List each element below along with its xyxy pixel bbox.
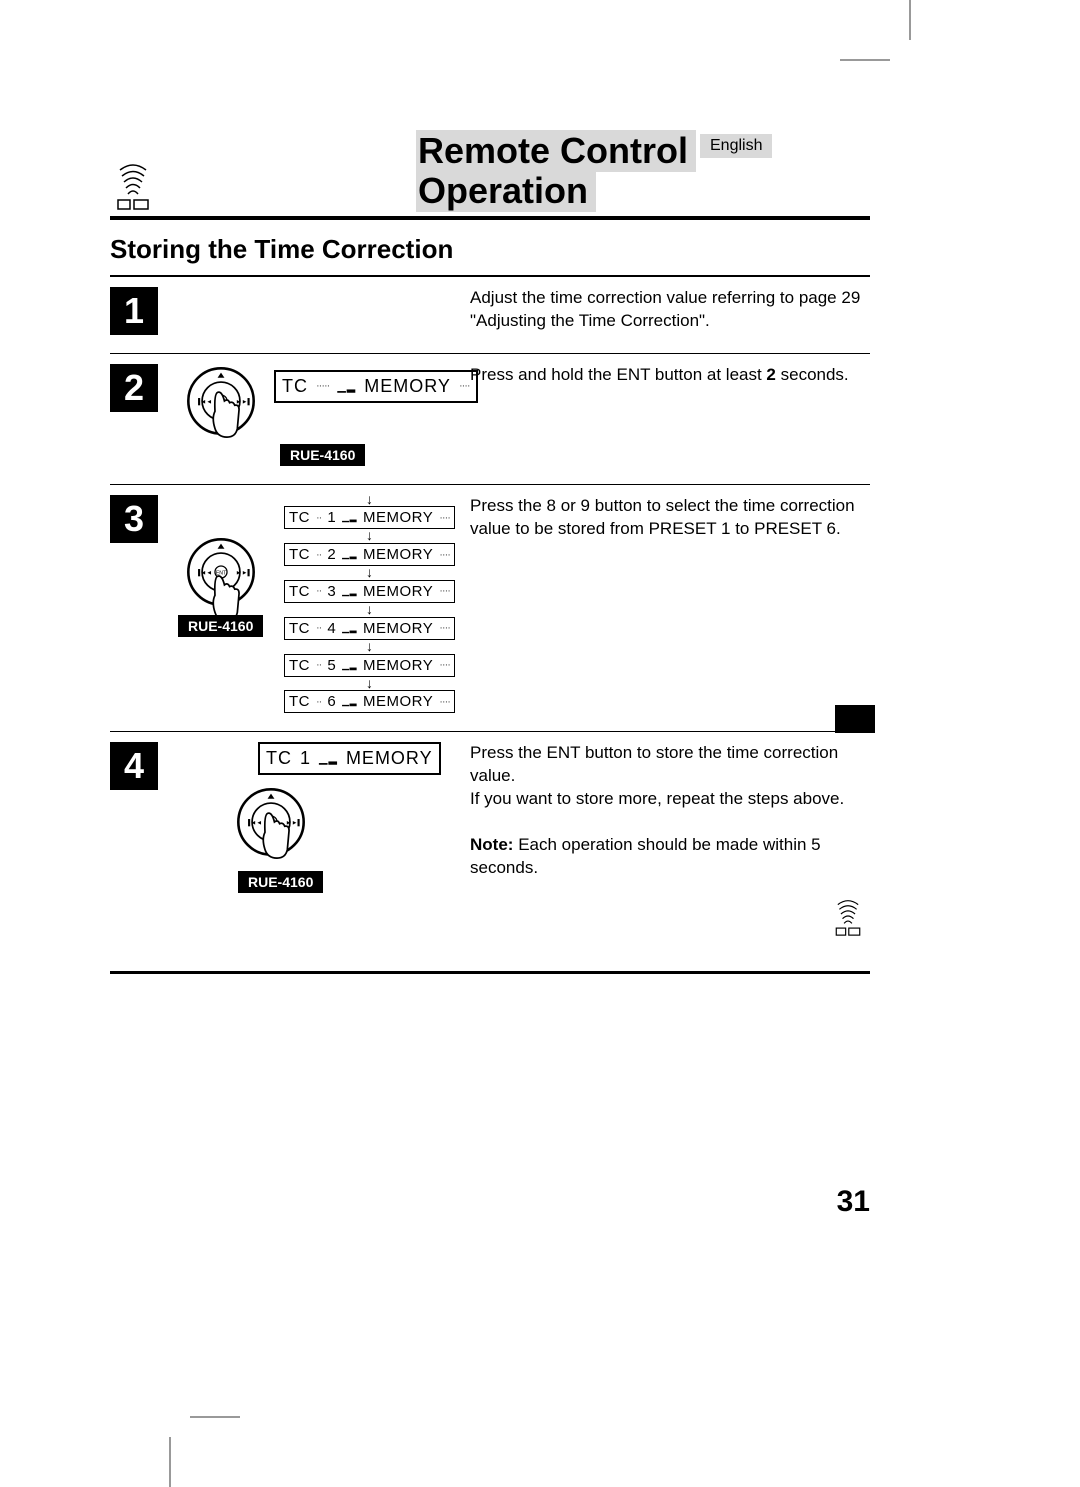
lcd-preset-item: TC··5▁▂MEMORY···· — [284, 654, 455, 677]
crop-mark-bottom — [140, 1387, 200, 1447]
remote-waves-icon — [110, 152, 156, 212]
svg-text:►►▌: ►►▌ — [286, 819, 302, 827]
page-header: Remote Control Operation English — [110, 130, 870, 220]
remote-down-icon: ENT ▐◄◄ ►►▌ RUE-4160 — [178, 495, 264, 637]
lcd-left: TC — [282, 376, 308, 397]
remote-ent-icon: ENT ▐◄◄ ►►▌ — [228, 785, 458, 871]
down-arrow-icon: ↓ — [366, 679, 373, 689]
down-arrow-icon: ↓ — [366, 495, 373, 505]
remote-ent-icon: ENT ▐◄◄ ►►▌ — [178, 364, 264, 450]
down-arrow-icon: ↓ — [366, 568, 373, 578]
lcd-right: MEMORY — [364, 376, 451, 397]
lcd-preset-item: TC··6▁▂MEMORY···· — [284, 690, 455, 713]
step-2: 2 ENT ▐◄◄ ►►▌ — [110, 354, 870, 484]
svg-text:▐◄◄: ▐◄◄ — [196, 397, 212, 405]
step-1-desc: Adjust the time correction value referri… — [470, 287, 870, 333]
page-number: 31 — [837, 1185, 870, 1219]
lcd-display: TC 1 ▁▂ MEMORY — [258, 742, 441, 775]
page-content: Remote Control Operation English Storing… — [110, 130, 870, 974]
model-tag: RUE-4160 — [178, 615, 263, 637]
down-arrow-icon: ↓ — [366, 605, 373, 615]
crop-mark-top — [880, 30, 940, 90]
lcd-preset-item: TC··4▁▂MEMORY···· — [284, 617, 455, 640]
lcd-preset-item: TC··3▁▂MEMORY···· — [284, 580, 455, 603]
svg-text:►►▌: ►►▌ — [236, 397, 252, 405]
lcd-preset-list: ↓TC··1▁▂MEMORY····↓TC··2▁▂MEMORY····↓TC·… — [284, 495, 455, 714]
page-title-line1: Remote Control — [416, 130, 696, 172]
remote-waves-icon-side — [830, 890, 870, 938]
step-4-desc: Press the ENT button to store the time c… — [470, 742, 870, 880]
step-3: 3 ENT ▐◄◄ ►►▌ RUE-41 — [110, 485, 870, 732]
model-tag: RUE-4160 — [238, 871, 323, 893]
lcd-preset-item: TC··1▁▂MEMORY···· — [284, 506, 455, 529]
svg-text:▐◄◄: ▐◄◄ — [246, 819, 262, 827]
svg-text:▐◄◄: ▐◄◄ — [196, 568, 212, 576]
language-badge: English — [700, 134, 772, 158]
footer-divider — [110, 971, 870, 974]
section-subtitle: Storing the Time Correction — [110, 234, 870, 265]
down-arrow-icon: ↓ — [366, 531, 373, 541]
model-tag: RUE-4160 — [280, 444, 365, 466]
step-4: 4 TC 1 ▁▂ MEMORY ENT ▐◄◄ — [110, 732, 870, 911]
step-number: 2 — [110, 364, 158, 412]
step-2-desc: Press and hold the ENT button at least 2… — [470, 364, 870, 387]
step-1: 1 Adjust the time correction value refer… — [110, 277, 870, 353]
lcd-preset-item: TC··2▁▂MEMORY···· — [284, 543, 455, 566]
page-title-line2: Operation — [416, 170, 596, 212]
step-number: 3 — [110, 495, 158, 543]
step-number: 1 — [110, 287, 158, 335]
lcd-display: TC ····· ▁▂ MEMORY ···· — [274, 370, 478, 403]
step-3-desc: Press the 8 or 9 button to select the ti… — [470, 495, 870, 541]
down-arrow-icon: ↓ — [366, 642, 373, 652]
svg-text:►►▌: ►►▌ — [236, 568, 252, 576]
step-number: 4 — [110, 742, 158, 790]
side-thumb-tab — [835, 705, 875, 733]
